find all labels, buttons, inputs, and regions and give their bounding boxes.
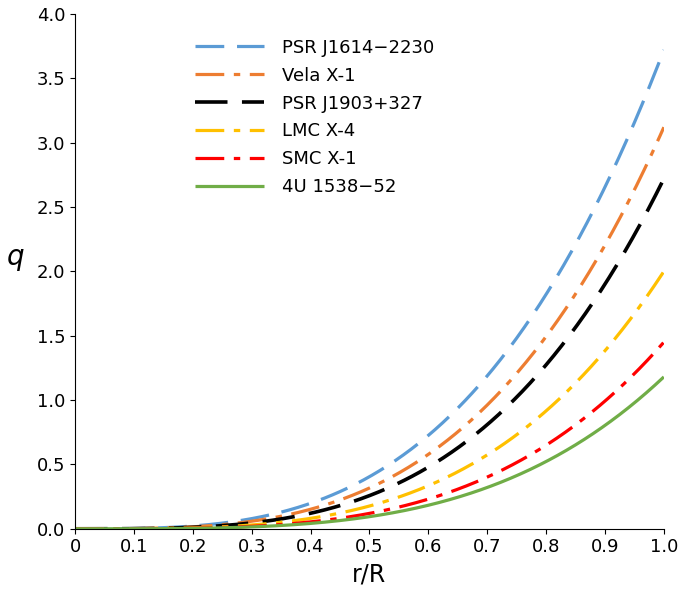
- LMC X-4: [464, 463, 473, 470]
- PSR J1903+327: [337, 502, 345, 509]
- SMC X-1: [418, 498, 426, 505]
- PSR J1614−2230: [337, 487, 345, 495]
- 4U 1538−52: [71, 525, 79, 533]
- PSR J1903+327: [418, 467, 426, 474]
- PSR J1614−2230: [175, 524, 184, 531]
- Legend: PSR J1614−2230, Vela X-1, PSR J1903+327, LMC X-4, SMC X-1, 4U 1538−52: PSR J1614−2230, Vela X-1, PSR J1903+327,…: [190, 33, 440, 202]
- Vela X-1: [418, 455, 426, 462]
- PSR J1903+327: [660, 175, 668, 182]
- PSR J1614−2230: [223, 519, 231, 526]
- Line: PSR J1903+327: PSR J1903+327: [75, 178, 664, 529]
- LMC X-4: [418, 484, 426, 492]
- 4U 1538−52: [514, 471, 523, 479]
- PSR J1903+327: [71, 525, 79, 533]
- LMC X-4: [223, 523, 231, 530]
- 4U 1538−52: [418, 503, 426, 511]
- X-axis label: r/R: r/R: [352, 562, 386, 586]
- SMC X-1: [337, 515, 345, 522]
- SMC X-1: [71, 525, 79, 533]
- SMC X-1: [660, 339, 668, 346]
- SMC X-1: [223, 524, 231, 531]
- 4U 1538−52: [337, 517, 345, 524]
- Line: 4U 1538−52: 4U 1538−52: [75, 377, 664, 529]
- PSR J1614−2230: [514, 332, 523, 339]
- Line: PSR J1614−2230: PSR J1614−2230: [75, 50, 664, 529]
- LMC X-4: [514, 430, 523, 437]
- PSR J1903+327: [514, 392, 523, 399]
- Vela X-1: [71, 525, 79, 533]
- PSR J1614−2230: [71, 525, 79, 533]
- Vela X-1: [660, 124, 668, 131]
- Vela X-1: [464, 419, 473, 426]
- LMC X-4: [71, 525, 79, 533]
- Line: SMC X-1: SMC X-1: [75, 342, 664, 529]
- SMC X-1: [514, 458, 523, 465]
- Vela X-1: [514, 368, 523, 375]
- PSR J1614−2230: [464, 394, 473, 401]
- SMC X-1: [175, 525, 184, 532]
- 4U 1538−52: [660, 374, 668, 381]
- 4U 1538−52: [464, 490, 473, 498]
- PSR J1614−2230: [660, 46, 668, 53]
- Line: LMC X-4: LMC X-4: [75, 272, 664, 529]
- Vela X-1: [175, 524, 184, 531]
- Line: Vela X-1: Vela X-1: [75, 127, 664, 529]
- LMC X-4: [660, 268, 668, 275]
- 4U 1538−52: [175, 525, 184, 532]
- PSR J1903+327: [175, 524, 184, 531]
- SMC X-1: [464, 482, 473, 489]
- LMC X-4: [337, 509, 345, 517]
- PSR J1614−2230: [418, 437, 426, 444]
- PSR J1903+327: [223, 522, 231, 529]
- Vela X-1: [337, 496, 345, 503]
- Vela X-1: [223, 521, 231, 528]
- PSR J1903+327: [464, 436, 473, 444]
- LMC X-4: [175, 525, 184, 532]
- 4U 1538−52: [223, 524, 231, 531]
- Y-axis label: q: q: [7, 243, 25, 272]
